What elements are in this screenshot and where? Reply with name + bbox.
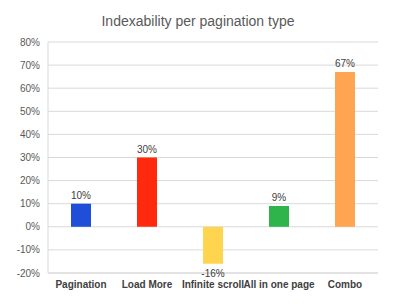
svg-text:60%: 60% — [20, 83, 40, 94]
svg-text:10%: 10% — [20, 198, 40, 209]
svg-text:-10%: -10% — [17, 244, 40, 255]
svg-text:20%: 20% — [20, 175, 40, 186]
svg-text:All in one page: All in one page — [243, 279, 315, 290]
svg-text:9%: 9% — [272, 192, 287, 203]
svg-text:80%: 80% — [20, 37, 40, 48]
svg-text:Load More: Load More — [122, 279, 173, 290]
html-text:Indexability per pagination ty: Indexability per pagination type — [101, 13, 295, 29]
svg-text:-20%: -20% — [17, 268, 40, 279]
svg-text:30%: 30% — [20, 152, 40, 163]
svg-text:Combo: Combo — [328, 279, 362, 290]
svg-text:0%: 0% — [26, 221, 41, 232]
svg-text:40%: 40% — [20, 129, 40, 140]
svg-text:30%: 30% — [137, 144, 157, 155]
svg-text:50%: 50% — [20, 106, 40, 117]
svg-text:70%: 70% — [20, 60, 40, 71]
svg-text:67%: 67% — [335, 58, 355, 69]
svg-text:10%: 10% — [71, 190, 91, 201]
svg-text:Infinite scroll: Infinite scroll — [182, 279, 244, 290]
svg-text:Pagination: Pagination — [55, 279, 106, 290]
svg-text:-16%: -16% — [201, 268, 224, 279]
